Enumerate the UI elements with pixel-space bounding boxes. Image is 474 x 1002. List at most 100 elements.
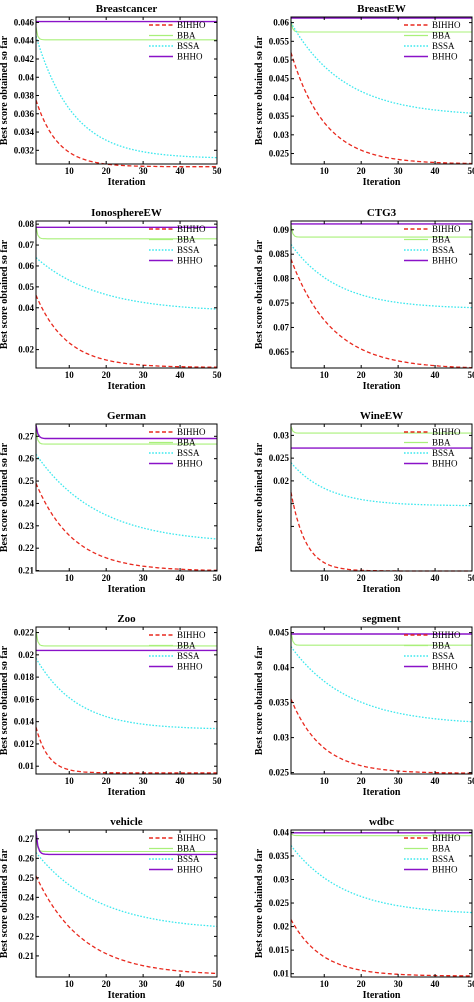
y-tick-label: 0.06 bbox=[273, 18, 289, 28]
legend-label-bssa: BSSA bbox=[177, 651, 200, 661]
y-tick-label: 0.23 bbox=[18, 912, 34, 922]
x-tick-label: 30 bbox=[139, 573, 149, 583]
series-line-bssa bbox=[290, 22, 473, 114]
legend-label-bssa: BSSA bbox=[177, 448, 200, 458]
y-tick-label: 0.014 bbox=[14, 717, 35, 727]
y-tick-label: 0.045 bbox=[269, 74, 290, 84]
y-tick-label: 0.07 bbox=[18, 240, 34, 250]
y-tick-label: 0.035 bbox=[269, 111, 290, 121]
legend-label-bhho: BHHO bbox=[432, 256, 458, 266]
x-tick-label: 20 bbox=[102, 979, 112, 989]
legend-label-bhho: BHHO bbox=[177, 459, 203, 469]
plot-title: wdbc bbox=[369, 816, 394, 828]
x-axis-label: Iteration bbox=[363, 787, 401, 798]
y-tick-label: 0.046 bbox=[14, 17, 35, 27]
legend-label-bssa: BSSA bbox=[177, 41, 200, 51]
y-tick-label: 0.07 bbox=[273, 322, 289, 332]
x-tick-label: 10 bbox=[320, 166, 330, 176]
x-tick-label: 20 bbox=[357, 776, 367, 786]
y-tick-label: 0.23 bbox=[18, 521, 34, 531]
y-tick-label: 0.21 bbox=[18, 566, 34, 576]
legend-label-bihho: BIHHO bbox=[177, 224, 206, 234]
x-axis-label: Iteration bbox=[363, 584, 401, 595]
x-axis-label: Iteration bbox=[363, 381, 401, 392]
x-axis-label: Iteration bbox=[108, 787, 146, 798]
plot-frame bbox=[35, 16, 218, 165]
series-line-bssa bbox=[290, 646, 473, 723]
legend-label-bhho: BHHO bbox=[432, 459, 458, 469]
legend-label-bba: BBA bbox=[177, 235, 196, 245]
plot-title: German bbox=[107, 410, 146, 422]
y-tick-label: 0.075 bbox=[269, 298, 290, 308]
x-axis-label: Iteration bbox=[108, 381, 146, 392]
y-axis-label: Best score obtained so far bbox=[254, 848, 265, 958]
x-tick-label: 10 bbox=[320, 573, 330, 583]
y-tick-label: 0.24 bbox=[18, 498, 34, 508]
legend-label-bihho: BIHHO bbox=[432, 833, 461, 843]
y-tick-label: 0.03 bbox=[273, 733, 289, 743]
series-line-bssa bbox=[35, 657, 218, 730]
y-tick-label: 0.08 bbox=[18, 219, 34, 229]
y-tick-label: 0.02 bbox=[18, 650, 34, 660]
legend-label-bssa: BSSA bbox=[432, 651, 455, 661]
x-tick-label: 10 bbox=[65, 573, 75, 583]
x-tick-label: 50 bbox=[468, 166, 474, 176]
legend-label-bhho: BHHO bbox=[177, 52, 203, 62]
y-tick-label: 0.02 bbox=[273, 922, 289, 932]
x-tick-label: 20 bbox=[357, 166, 367, 176]
legend-label-bssa: BSSA bbox=[432, 854, 455, 864]
series-line-bhho bbox=[35, 424, 217, 440]
y-tick-label: 0.24 bbox=[18, 892, 34, 902]
series-line-bihho bbox=[290, 919, 472, 977]
x-tick-label: 10 bbox=[320, 979, 330, 989]
x-tick-label: 50 bbox=[213, 573, 223, 583]
y-tick-label: 0.04 bbox=[273, 663, 289, 673]
legend-label-bba: BBA bbox=[432, 438, 451, 448]
x-tick-label: 40 bbox=[176, 166, 186, 176]
series-line-bssa bbox=[290, 462, 472, 507]
series-line-bba bbox=[290, 426, 472, 434]
x-axis-label: Iteration bbox=[108, 177, 146, 188]
y-axis-label: Best score obtained so far bbox=[254, 645, 265, 755]
x-tick-label: 50 bbox=[468, 573, 474, 583]
y-tick-label: 0.034 bbox=[14, 127, 35, 137]
plot-title: IonosphereEW bbox=[91, 207, 162, 219]
y-tick-label: 0.05 bbox=[273, 55, 289, 65]
y-tick-label: 0.22 bbox=[18, 931, 34, 941]
x-axis-label: Iteration bbox=[108, 990, 146, 1001]
plot-frame bbox=[35, 829, 218, 978]
y-tick-label: 0.25 bbox=[18, 873, 34, 883]
x-tick-label: 30 bbox=[139, 370, 149, 380]
legend-label-bihho: BIHHO bbox=[177, 833, 206, 843]
series-line-bssa bbox=[35, 36, 217, 159]
x-tick-label: 40 bbox=[431, 776, 441, 786]
y-axis-label: Best score obtained so far bbox=[254, 239, 265, 349]
x-tick-label: 40 bbox=[176, 776, 186, 786]
subplot-german: German 10 20 30 40 50 0.21 0.22 0.23 0.24 0.25 0.26… bbox=[0, 410, 222, 595]
series-line-bba bbox=[35, 838, 217, 853]
x-tick-label: 30 bbox=[394, 166, 404, 176]
legend-label-bhho: BHHO bbox=[177, 256, 203, 266]
series-line-bba bbox=[290, 224, 472, 238]
series-line-bba bbox=[35, 26, 217, 41]
legend-label-bba: BBA bbox=[432, 31, 451, 41]
legend-label-bba: BBA bbox=[177, 641, 196, 651]
y-tick-label: 0.01 bbox=[18, 761, 34, 771]
x-tick-label: 20 bbox=[357, 370, 367, 380]
legend-label-bssa: BSSA bbox=[432, 448, 455, 458]
x-tick-label: 50 bbox=[213, 166, 223, 176]
legend-label-bba: BBA bbox=[177, 438, 196, 448]
y-axis-label: Best score obtained so far bbox=[0, 848, 10, 958]
y-tick-label: 0.22 bbox=[18, 543, 34, 553]
y-tick-label: 0.012 bbox=[14, 739, 35, 749]
y-tick-label: 0.04 bbox=[273, 92, 289, 102]
x-tick-label: 40 bbox=[176, 370, 186, 380]
legend-label-bssa: BSSA bbox=[432, 41, 455, 51]
x-tick-label: 50 bbox=[213, 776, 223, 786]
plot-title: WineEW bbox=[360, 410, 403, 422]
y-tick-label: 0.035 bbox=[269, 851, 290, 861]
y-tick-label: 0.02 bbox=[18, 345, 34, 355]
